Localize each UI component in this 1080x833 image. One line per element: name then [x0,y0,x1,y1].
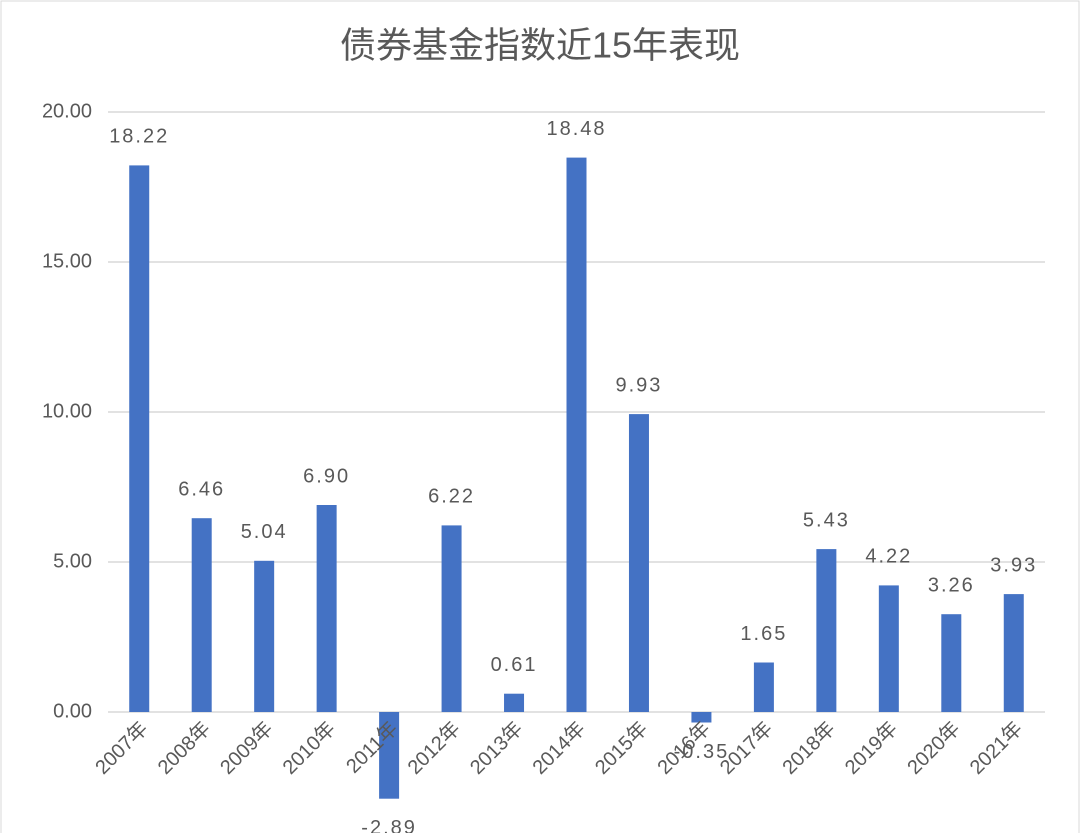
bar [191,518,212,712]
data-label: 9.93 [615,374,662,396]
data-label: -0.35 [674,741,730,763]
bar [379,712,400,799]
data-label: 3.26 [928,574,975,596]
data-label: 6.46 [178,478,225,500]
y-tick-label: 0.00 [53,700,92,722]
data-label: 0.61 [491,654,538,676]
data-label: 18.48 [546,118,606,140]
y-tick-label: 20.00 [42,100,92,122]
y-tick-label: 10.00 [42,400,92,422]
data-label: -2.89 [361,817,417,833]
data-label: 3.93 [990,554,1037,576]
bar [254,560,275,712]
bar [129,165,150,712]
bar [316,505,337,712]
data-label: 5.43 [803,509,850,531]
bar [566,157,587,713]
bar [816,549,837,712]
bar [941,614,962,712]
y-tick-label: 15.00 [42,250,92,272]
data-label: 5.04 [241,521,288,543]
bar [878,585,899,712]
chart-title: 债券基金指数近15年表现 [340,25,740,66]
bar [628,414,649,712]
data-label: 4.22 [865,546,912,568]
data-label: 6.22 [428,486,475,508]
data-label: 18.22 [109,126,169,148]
data-label: 6.90 [303,465,350,487]
bar [691,712,712,723]
bar [504,693,525,712]
data-label: 1.65 [740,623,787,645]
bar [441,525,462,712]
bar [753,662,774,712]
y-tick-label: 5.00 [53,550,92,572]
bar [1003,594,1024,712]
